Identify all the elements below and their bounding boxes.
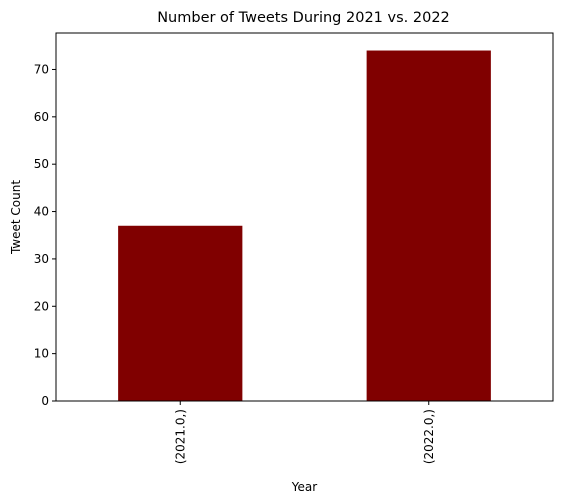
y-axis-label: Tweet Count — [9, 180, 23, 255]
plot-frame — [55, 32, 554, 402]
chart-title: Number of Tweets During 2021 vs. 2022 — [157, 10, 450, 26]
x-axis-ticks: (2021.0,) (2022.0,) — [173, 401, 436, 464]
y-tick-label-2: 20 — [34, 299, 49, 313]
bars-group — [118, 50, 491, 402]
y-tick-label-3: 30 — [34, 252, 49, 266]
x-tick-label-0: (2021.0,) — [173, 409, 187, 464]
y-tick-label-1: 10 — [34, 347, 49, 361]
bar-0 — [118, 225, 243, 401]
y-tick-label-5: 50 — [34, 157, 49, 171]
y-tick-label-7: 70 — [34, 62, 49, 76]
y-axis-ticks: 0 10 20 30 40 50 60 70 — [34, 62, 56, 408]
y-tick-label-4: 40 — [34, 205, 49, 219]
y-tick-label-0: 0 — [41, 394, 49, 408]
x-axis-label: Year — [291, 480, 317, 494]
y-tick-label-6: 60 — [34, 110, 49, 124]
x-tick-label-1: (2022.0,) — [422, 409, 436, 464]
bar-1 — [366, 50, 491, 402]
